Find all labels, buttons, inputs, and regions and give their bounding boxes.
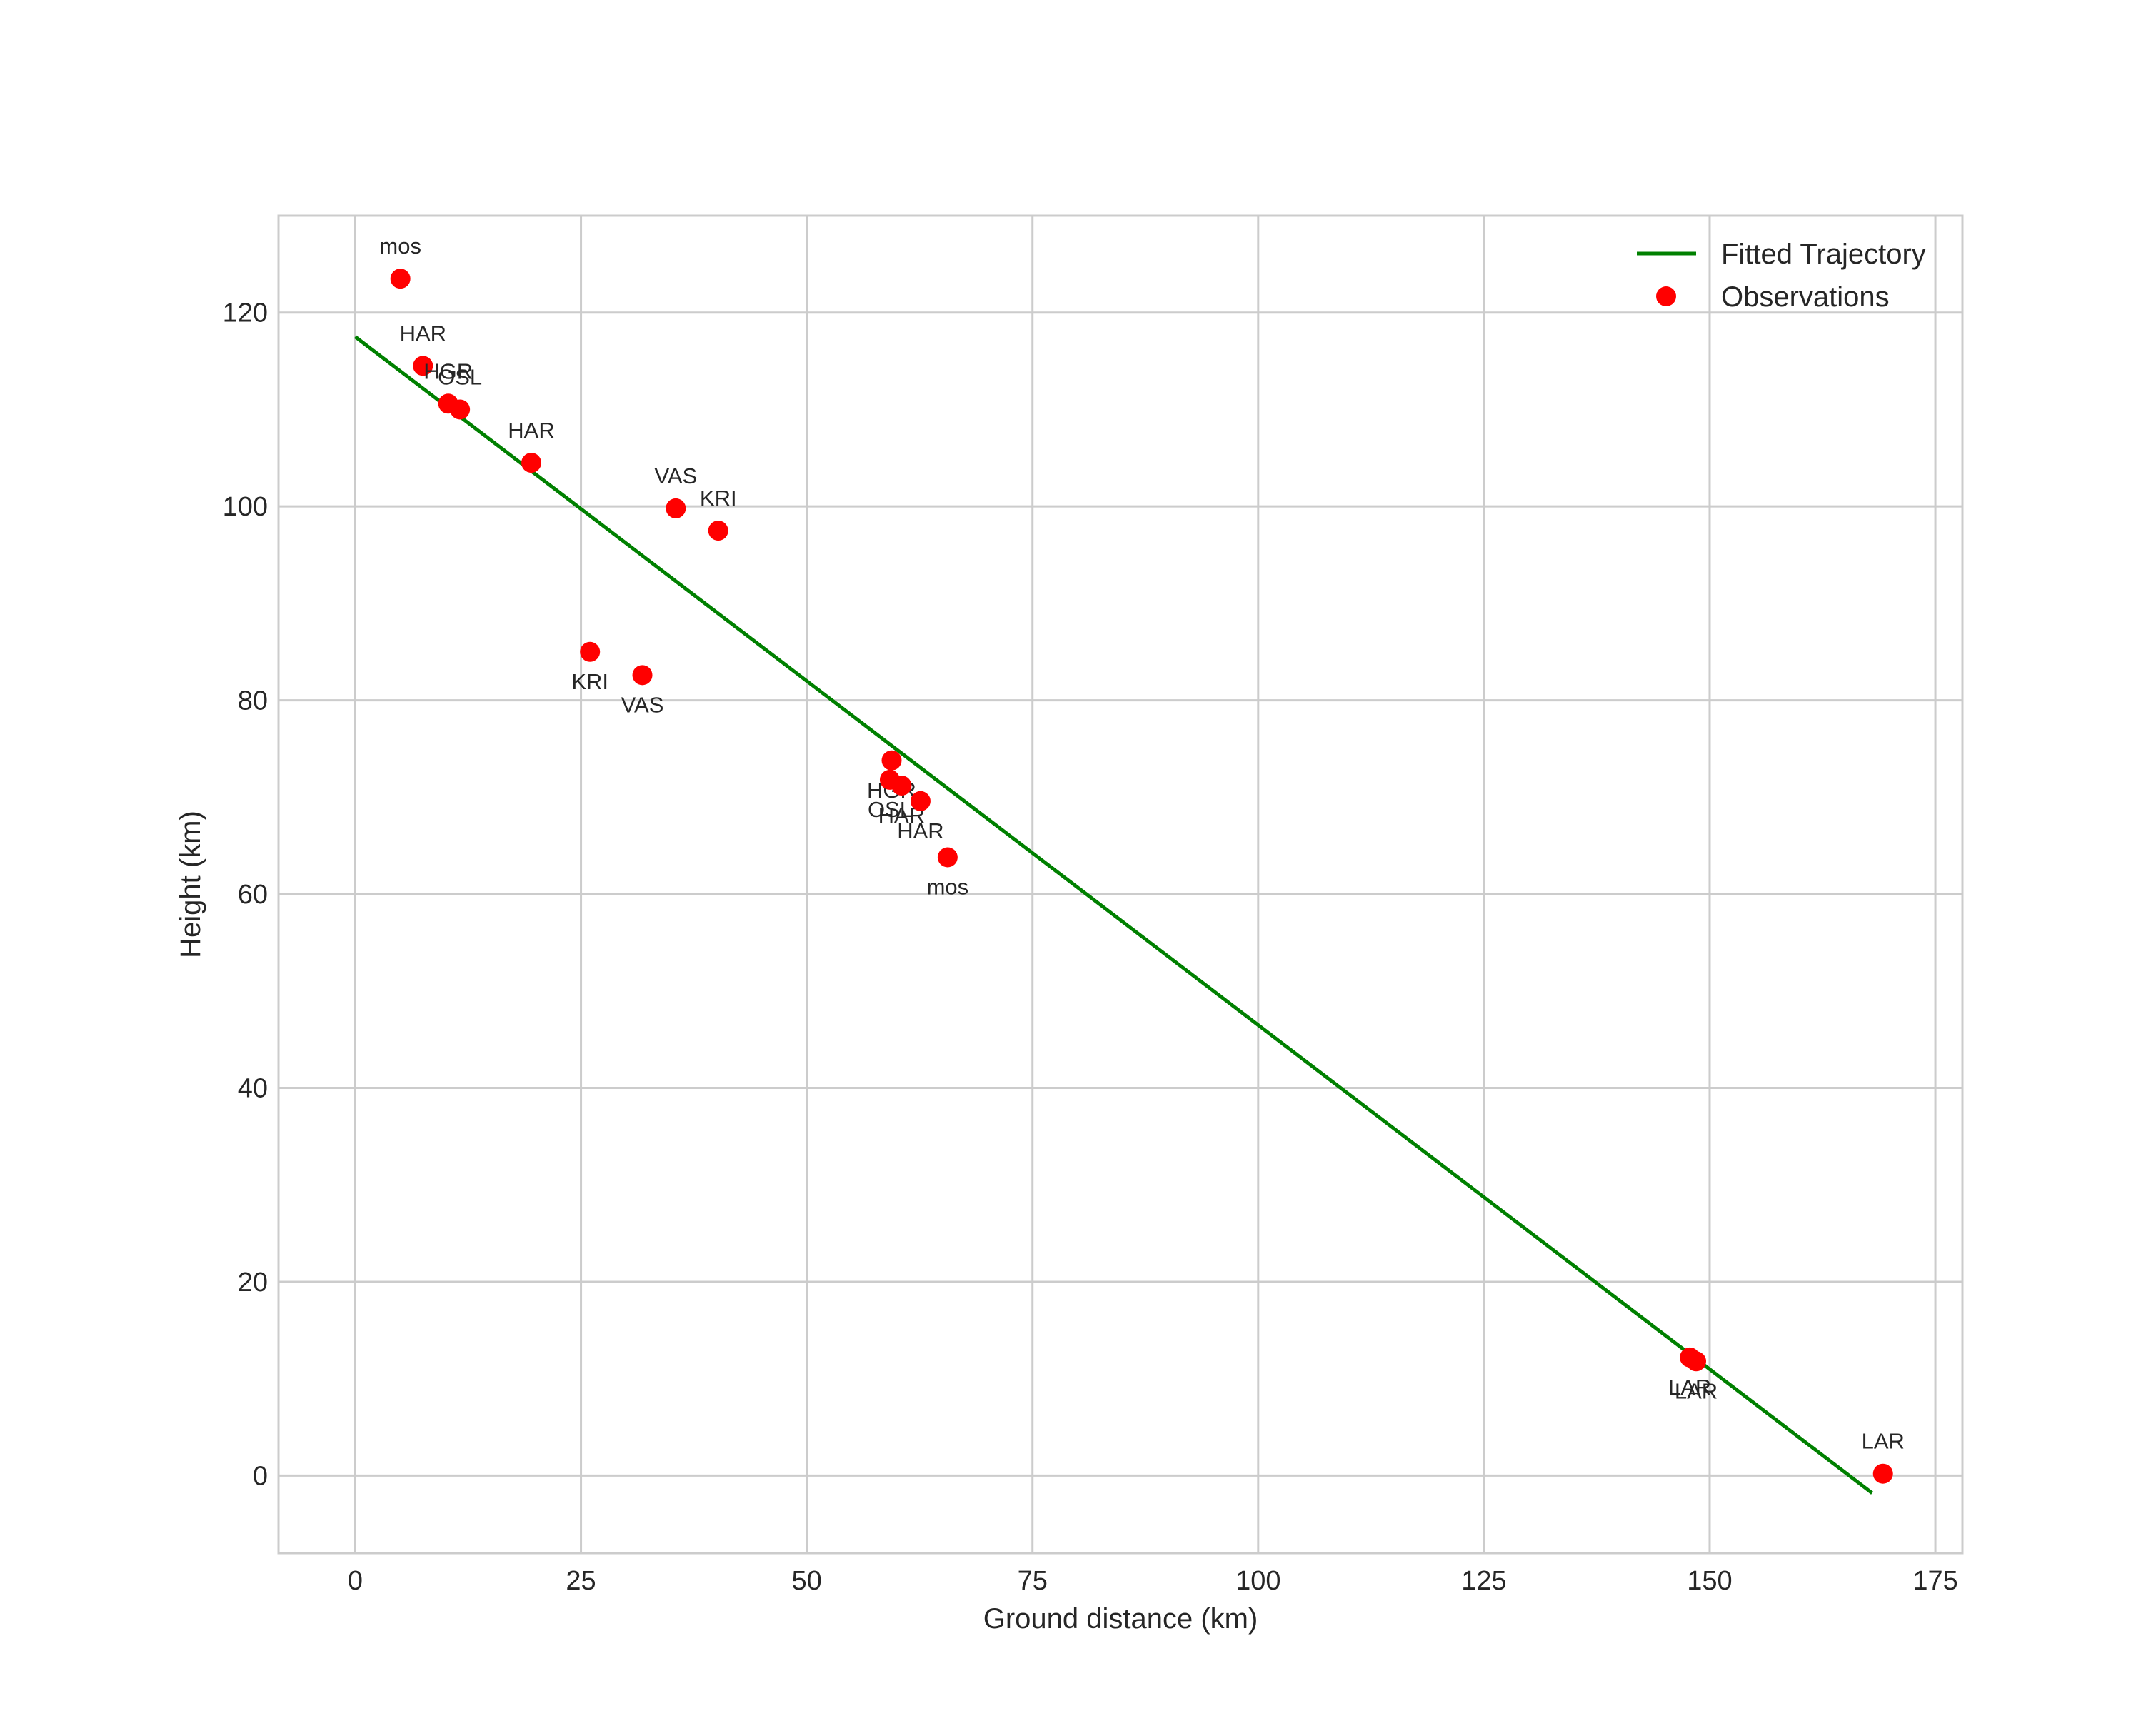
x-tick-label: 125	[1461, 1566, 1506, 1596]
observation-label: HGR	[423, 358, 473, 383]
observation-label: mos	[927, 874, 969, 899]
legend: Fitted Trajectory Observations	[1637, 239, 1926, 313]
observation-point	[521, 453, 542, 473]
observation-label: mos	[379, 234, 421, 259]
observation-label: KRI	[571, 669, 608, 694]
legend-entry-fitted-trajectory: Fitted Trajectory	[1721, 239, 1926, 270]
observation-point	[390, 269, 411, 289]
y-tick-label: 100	[223, 492, 268, 522]
trajectory-layer	[354, 335, 1874, 1495]
observation-point	[1686, 1351, 1707, 1372]
observation-point	[708, 521, 728, 541]
y-axis-ticks: 0 20 40 60 80 100 120	[223, 298, 268, 1492]
y-tick-label: 20	[238, 1268, 268, 1298]
observation-label: LAR	[1675, 1378, 1718, 1403]
observation-point	[666, 498, 686, 518]
y-tick-label: 60	[238, 880, 268, 910]
y-axis-label: Height (km)	[175, 811, 206, 958]
x-tick-label: 175	[1912, 1566, 1957, 1596]
plot-frame	[277, 214, 1964, 1555]
observation-label: HAR	[897, 818, 943, 843]
observation-point	[413, 356, 433, 376]
x-axis-ticks: 0 25 50 75 100 125 150 175	[348, 1566, 1958, 1596]
observation-point	[881, 750, 902, 771]
x-tick-label: 25	[566, 1566, 596, 1596]
x-tick-label: 0	[348, 1566, 363, 1596]
x-axis-label: Ground distance (km)	[983, 1603, 1258, 1635]
x-tick-label: 150	[1687, 1566, 1732, 1596]
x-tick-label: 100	[1235, 1566, 1280, 1596]
observation-point	[632, 665, 653, 686]
observations-layer: mosHARHGROSLHARVASKRIKRIVASHGROSLHARHARm…	[379, 234, 1905, 1484]
observation-label: VAS	[654, 463, 697, 488]
observation-label: OSL	[868, 797, 912, 822]
observation-label: HAR	[400, 321, 446, 346]
y-tick-label: 0	[253, 1461, 268, 1491]
observation-point	[1872, 1463, 1893, 1484]
legend-entry-observations: Observations	[1721, 281, 1890, 313]
observation-label: LAR	[1668, 1375, 1711, 1400]
x-tick-label: 75	[1018, 1566, 1048, 1596]
y-tick-label: 80	[238, 686, 268, 716]
observation-point	[450, 399, 471, 420]
y-tick-label: 120	[223, 298, 268, 328]
y-tick-label: 40	[238, 1074, 268, 1104]
observation-point	[580, 641, 601, 662]
legend-marker-swatch	[1656, 286, 1676, 306]
fitted-trajectory-line	[354, 335, 1874, 1495]
observation-label: HAR	[508, 418, 554, 443]
observation-point	[910, 791, 931, 811]
observation-label: KRI	[700, 486, 737, 511]
x-tick-label: 50	[792, 1566, 822, 1596]
observation-label: OSL	[438, 364, 482, 389]
grid	[279, 216, 1962, 1553]
observation-point	[891, 776, 912, 796]
observation-label: VAS	[621, 692, 664, 717]
observation-label: LAR	[1862, 1429, 1905, 1454]
observation-point	[937, 847, 958, 868]
